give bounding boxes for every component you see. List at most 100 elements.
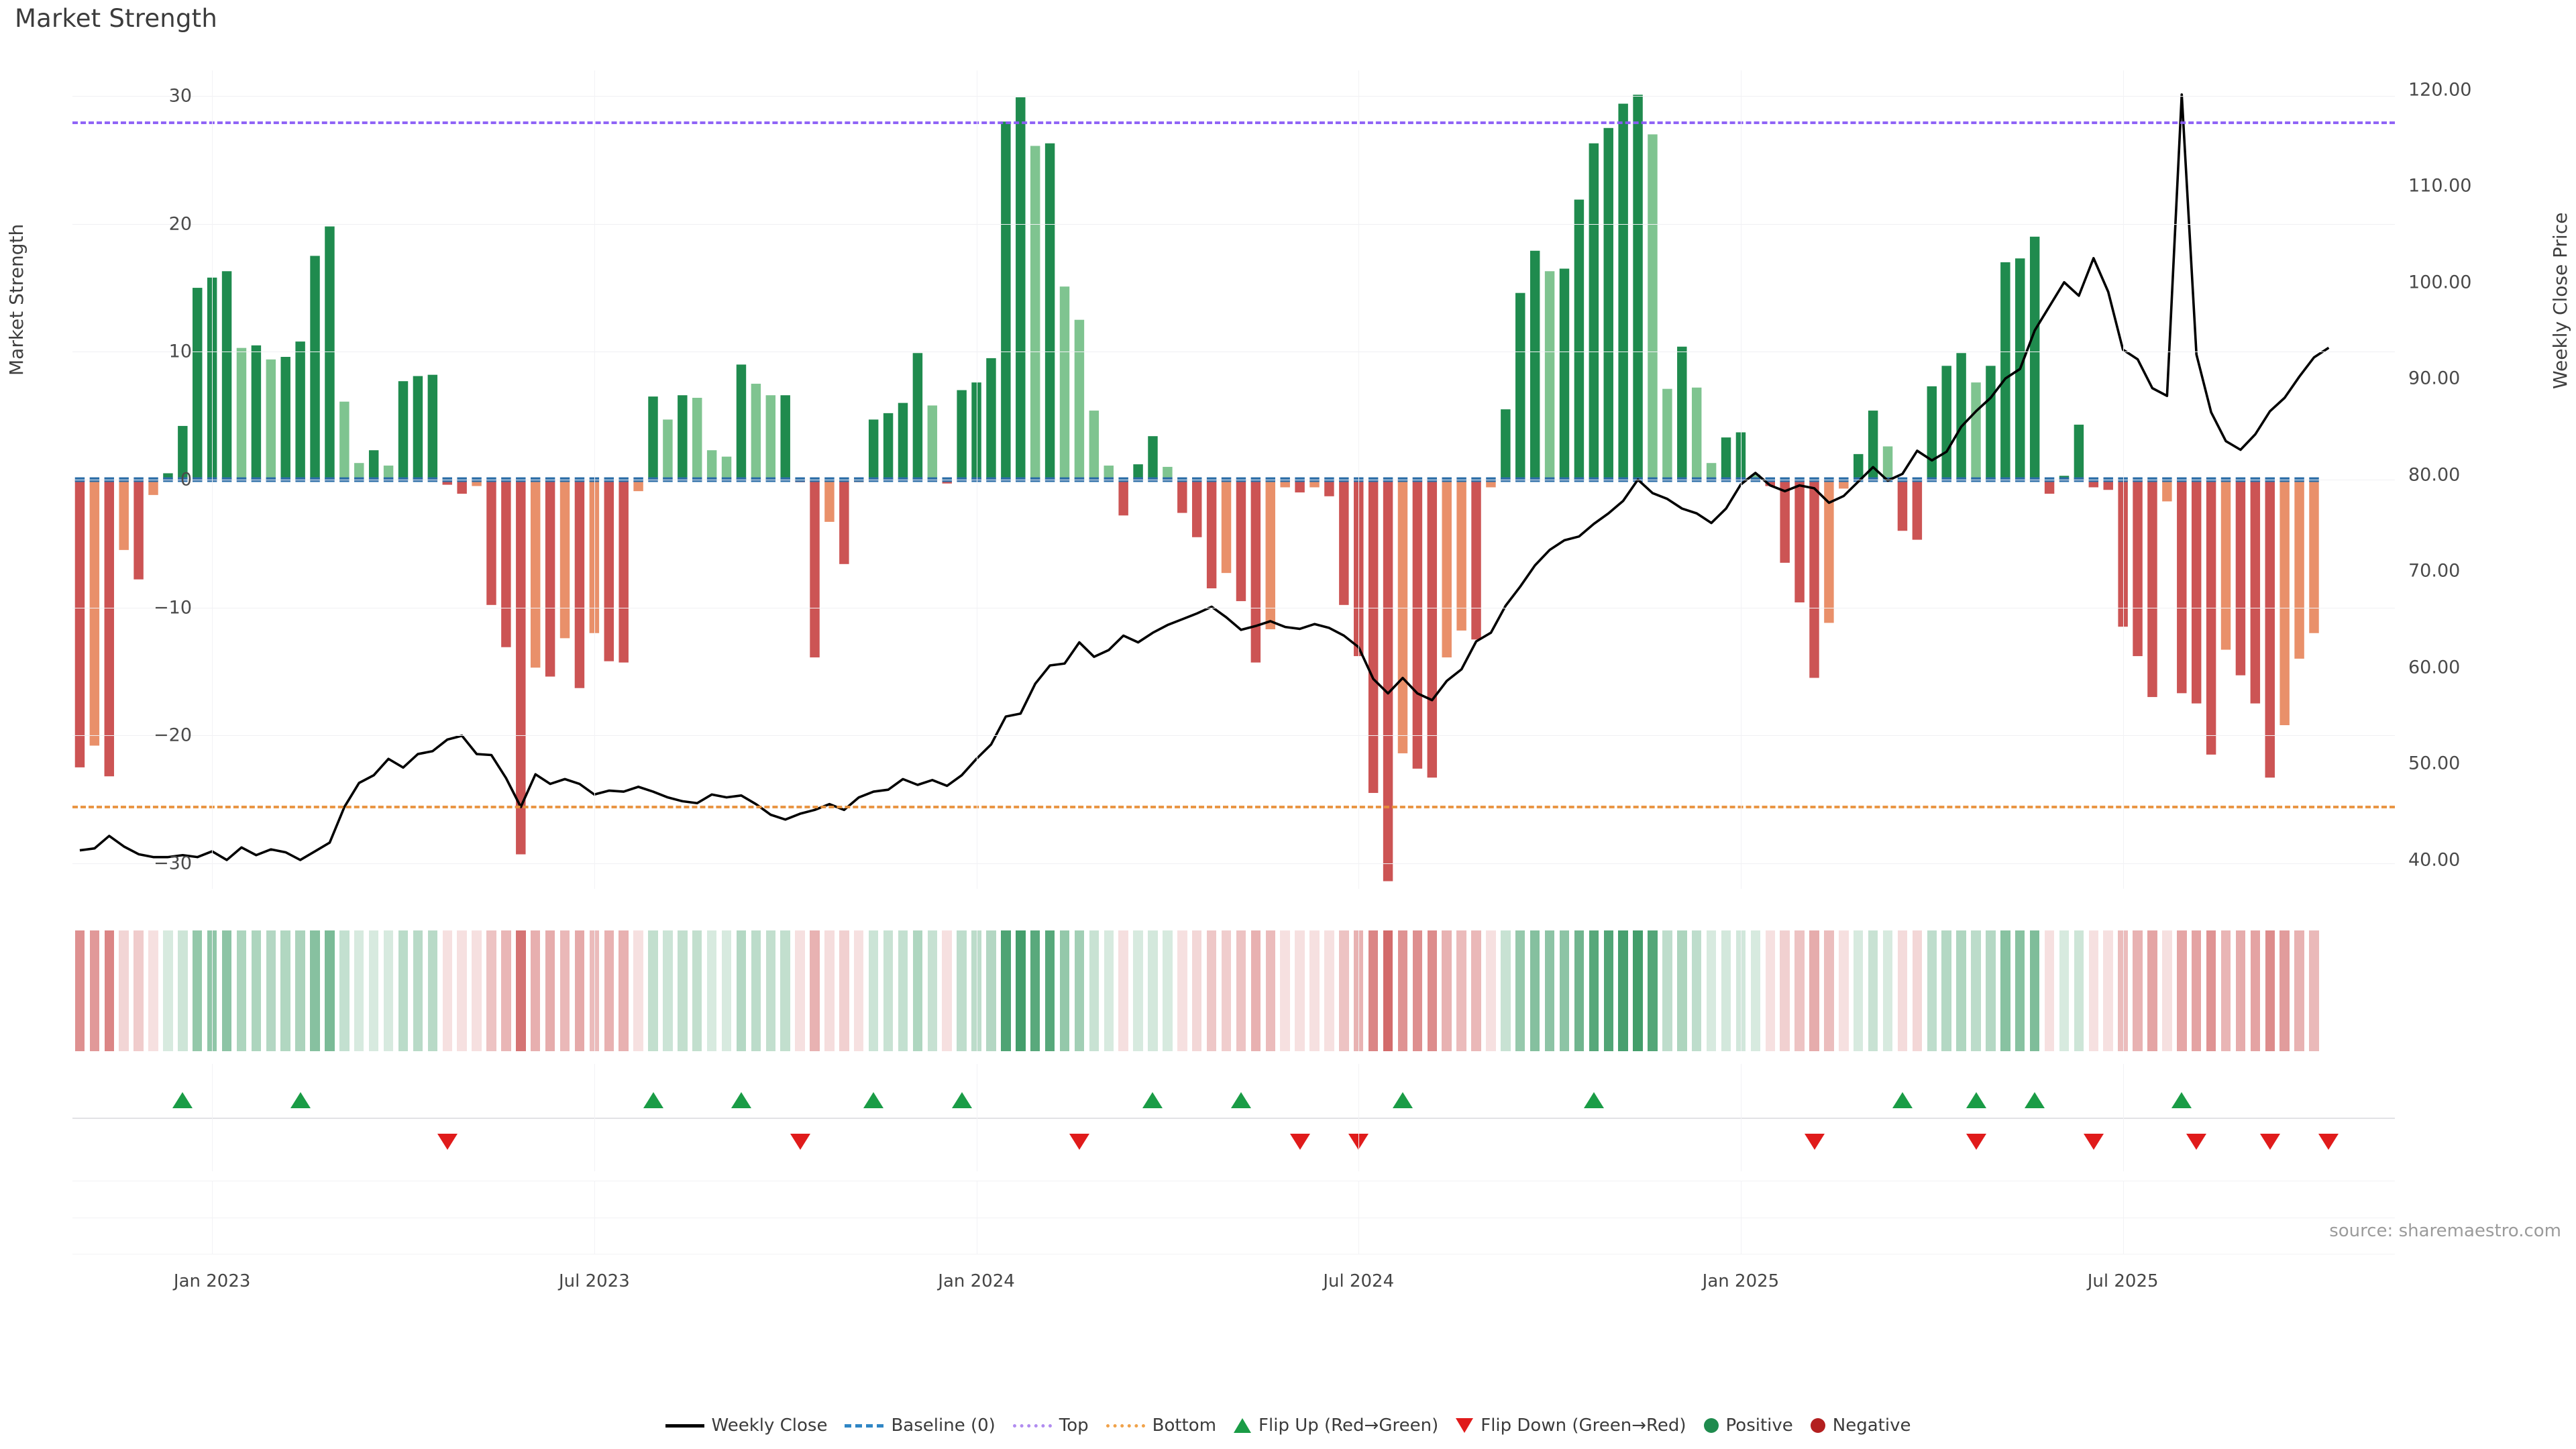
flip-up-marker-icon — [731, 1092, 751, 1108]
heatmap-cell — [1882, 930, 1893, 1051]
strength-bar — [486, 480, 496, 605]
heatmap-cell — [648, 930, 658, 1051]
heatmap-cell — [971, 930, 981, 1051]
legend-item[interactable]: Baseline (0) — [845, 1415, 996, 1436]
strength-bar — [280, 357, 290, 480]
legend-item[interactable]: Weekly Close — [665, 1415, 827, 1436]
strength-bar — [1397, 480, 1408, 753]
strength-bar — [1280, 480, 1290, 488]
strength-bar — [1574, 199, 1585, 480]
heatmap-cell — [1265, 930, 1275, 1051]
strength-bar — [2074, 425, 2084, 480]
heatmap-cell — [1839, 930, 1849, 1051]
flip-down-marker-icon — [437, 1134, 458, 1150]
heatmap-cell — [1941, 930, 1951, 1051]
heatmap-cell — [1603, 930, 1613, 1051]
x-axis-tick: Jul 2025 — [2087, 1271, 2159, 1291]
strength-bar — [2088, 480, 2099, 488]
gridline-vertical — [1358, 1181, 1360, 1254]
heatmap-cell — [986, 930, 996, 1051]
legend-label: Top — [1059, 1415, 1089, 1436]
strength-bar — [325, 226, 335, 480]
heatmap-cell — [193, 930, 203, 1051]
heatmap-cell — [383, 930, 394, 1051]
strength-bar — [1118, 480, 1128, 516]
strength-bar — [1633, 95, 1643, 480]
heatmap-cell — [2088, 930, 2099, 1051]
strength-bar — [339, 401, 350, 480]
heatmap-cell — [1206, 930, 1217, 1051]
heatmap-cell — [2059, 930, 2070, 1051]
heatmap-cell — [1824, 930, 1834, 1051]
main-plot-area — [72, 70, 2395, 889]
heatmap-cell — [398, 930, 409, 1051]
strength-bar — [706, 450, 717, 480]
strength-bar — [545, 480, 555, 677]
legend-item[interactable]: Top — [1012, 1415, 1089, 1436]
legend-label: Flip Up (Red→Green) — [1258, 1415, 1439, 1436]
heatmap-cell — [2133, 930, 2143, 1051]
heatmap-cell — [266, 930, 276, 1051]
heatmap-cell — [1721, 930, 1731, 1051]
heatmap-cell — [824, 930, 835, 1051]
strength-bar — [251, 345, 262, 480]
heatmap-cell — [2000, 930, 2010, 1051]
flip-up-marker-icon — [172, 1092, 193, 1108]
legend-item[interactable]: Flip Down (Green→Red) — [1456, 1415, 1686, 1436]
heatmap-cell — [472, 930, 482, 1051]
strength-bar — [1780, 480, 1790, 563]
y-axis-right-tick: 50.00 — [2408, 753, 2461, 774]
strength-bar — [1016, 97, 1026, 480]
strength-bar — [986, 358, 996, 480]
strength-bar — [236, 347, 247, 480]
legend-item[interactable]: Negative — [1810, 1415, 1911, 1436]
legend-item[interactable]: Flip Up (Red→Green) — [1234, 1415, 1438, 1436]
heatmap-cell — [927, 930, 938, 1051]
heatmap-cell — [1177, 930, 1187, 1051]
strength-bar — [133, 480, 144, 580]
strength-bar — [1618, 103, 1628, 480]
legend-item[interactable]: Positive — [1703, 1415, 1793, 1436]
heatmap-cell — [692, 930, 702, 1051]
heatmap-cell — [883, 930, 894, 1051]
strength-bar — [1030, 146, 1040, 480]
top-dotted-icon — [1012, 1424, 1052, 1428]
heatmap-cell — [795, 930, 805, 1051]
heatmap-cell — [751, 930, 761, 1051]
heatmap-cell — [2235, 930, 2246, 1051]
y-axis-right-tick: 110.00 — [2408, 175, 2472, 197]
strength-bar — [1265, 480, 1276, 630]
strength-bar — [648, 396, 658, 480]
heatmap-cell — [545, 930, 555, 1051]
flip-up-marker-icon — [2025, 1092, 2045, 1108]
negative-dot-icon — [1810, 1418, 1825, 1433]
strength-bar — [1706, 463, 1717, 480]
gridline-vertical — [1358, 1064, 1360, 1171]
chart-legend: Weekly Close Baseline (0) Top Bottom Flip Up… — [0, 1415, 2576, 1436]
heatmap-cell — [1104, 930, 1114, 1051]
legend-item[interactable]: Bottom — [1106, 1415, 1216, 1436]
heatmap-cell — [1927, 930, 1937, 1051]
heatmap-cell — [559, 930, 570, 1051]
strength-bar — [266, 359, 276, 480]
strength-bar — [1044, 143, 1055, 480]
heatmap-cell — [1427, 930, 1438, 1051]
heatmap-cell — [1897, 930, 1908, 1051]
strength-bar — [1339, 480, 1349, 605]
heatmap-cell — [810, 930, 820, 1051]
flip-up-marker-icon — [1892, 1092, 1913, 1108]
strength-bar — [413, 376, 423, 480]
heatmap-cell — [604, 930, 614, 1051]
y-axis-right-label: Weekly Close Price — [2549, 212, 2571, 389]
bottom-spacer-panel — [72, 1181, 2395, 1254]
heatmap-cell — [1912, 930, 1923, 1051]
heatmap-cell — [236, 930, 247, 1051]
y-axis-right-tick: 100.00 — [2408, 272, 2472, 293]
strength-bar — [2000, 262, 2010, 480]
heatmap-cell — [706, 930, 717, 1051]
flip-up-marker-icon — [643, 1092, 663, 1108]
heatmap-cell — [163, 930, 173, 1051]
strength-bar — [1059, 286, 1070, 480]
heatmap-cell — [1618, 930, 1628, 1051]
gridline-horizontal — [72, 223, 2395, 225]
